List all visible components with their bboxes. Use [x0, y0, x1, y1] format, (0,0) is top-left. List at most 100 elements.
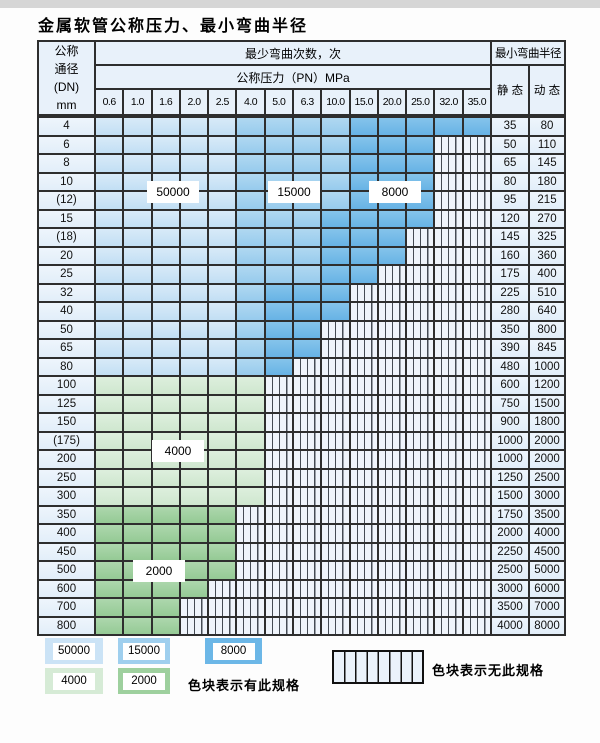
matrix-cell-32-35.0 — [463, 284, 490, 301]
matrix-cell-125-10.0 — [322, 395, 349, 412]
legend-swatch-50000: 50000 — [45, 638, 103, 664]
matrix-cell-450-35.0 — [463, 543, 490, 560]
matrix-cell-8-6.3 — [294, 155, 321, 172]
matrix-cell-40-10.0 — [322, 303, 349, 320]
matrix-cell-(12)-4.0 — [237, 192, 264, 209]
dn-cell: 800 — [39, 617, 94, 634]
matrix-cell-150-35.0 — [463, 414, 490, 431]
table-header: 公称 通径 (DN) mm 最少弯曲次数，次 最小弯曲半径 公称压力（PN）MP… — [37, 40, 566, 118]
matrix-cell-100-20.0 — [378, 377, 406, 394]
matrix-cell-6-25.0 — [407, 136, 434, 153]
dynamic-value: 2000 — [530, 451, 564, 468]
matrix-cell-4-5.0 — [265, 118, 292, 135]
matrix-cell-25-4.0 — [237, 266, 264, 283]
matrix-cell-200-0.6 — [96, 451, 123, 468]
matrix-cell-600-1.6 — [152, 580, 179, 597]
matrix-cell-65-2.0 — [180, 340, 208, 357]
matrix-cell-300-20.0 — [378, 488, 406, 505]
matrix-cell-40-5.0 — [265, 303, 292, 320]
matrix-cell-65-4.0 — [237, 340, 264, 357]
matrix-cell-700-2.0 — [180, 599, 208, 616]
legend-swatch-label: 4000 — [53, 672, 95, 690]
matrix-cell-20-15.0 — [350, 247, 377, 264]
matrix-cell-50-32.0 — [435, 321, 462, 338]
matrix-cell-125-35.0 — [463, 395, 490, 412]
matrix-cell-150-25.0 — [407, 414, 434, 431]
matrix-cell-80-10.0 — [322, 358, 349, 375]
matrix-cell-200-5.0 — [265, 451, 292, 468]
matrix-cell-(175)-2.5 — [209, 432, 236, 449]
matrix-cell-10-2.5 — [209, 173, 236, 190]
static-value: 600 — [492, 377, 528, 394]
matrix-cell-80-1.6 — [152, 358, 179, 375]
matrix-cell-25-1.6 — [152, 266, 179, 283]
matrix-cell-800-1.0 — [124, 617, 151, 634]
matrix-cell-450-1.6 — [152, 543, 179, 560]
static-value: 2500 — [492, 562, 528, 579]
matrix-cell-65-1.6 — [152, 340, 179, 357]
static-header: 静 态 — [492, 66, 528, 114]
matrix-cell-50-25.0 — [407, 321, 434, 338]
matrix-cell-40-25.0 — [407, 303, 434, 320]
matrix-cell-400-10.0 — [322, 525, 349, 542]
matrix-cell-250-15.0 — [350, 469, 377, 486]
matrix-cell-50-4.0 — [237, 321, 264, 338]
matrix-cell-150-1.6 — [152, 414, 179, 431]
dn-cell: 32 — [39, 284, 94, 301]
matrix-cell-500-0.6 — [96, 562, 123, 579]
matrix-cell-6-15.0 — [350, 136, 377, 153]
legend-swatch-label: 15000 — [123, 642, 165, 660]
matrix-cell-6-4.0 — [237, 136, 264, 153]
matrix-cell-(12)-10.0 — [322, 192, 349, 209]
matrix-cell-(18)-4.0 — [237, 229, 264, 246]
matrix-cell-8-15.0 — [350, 155, 377, 172]
matrix-cell-32-1.0 — [124, 284, 151, 301]
matrix-cell-400-25.0 — [407, 525, 434, 542]
matrix-cell-10-32.0 — [435, 173, 462, 190]
matrix-cell-600-0.6 — [96, 580, 123, 597]
matrix-cell-600-20.0 — [378, 580, 406, 597]
nominal-pressure-header: 公称压力（PN）MPa — [96, 66, 490, 88]
matrix-cell-65-2.5 — [209, 340, 236, 357]
static-value: 120 — [492, 210, 528, 227]
pressure-header-10.0: 10.0 — [322, 90, 349, 114]
dynamic-value: 2500 — [530, 469, 564, 486]
matrix-cell-4-35.0 — [463, 118, 490, 135]
dynamic-value: 1800 — [530, 414, 564, 431]
legend-no-spec-text: 色块表示无此规格 — [432, 663, 545, 678]
matrix-cell-125-32.0 — [435, 395, 462, 412]
matrix-cell-80-0.6 — [96, 358, 123, 375]
matrix-cell-350-6.3 — [294, 506, 321, 523]
matrix-cell-400-6.3 — [294, 525, 321, 542]
matrix-cell-600-5.0 — [265, 580, 292, 597]
matrix-cell-250-35.0 — [463, 469, 490, 486]
static-value: 750 — [492, 395, 528, 412]
matrix-cell-350-0.6 — [96, 506, 123, 523]
dynamic-value: 845 — [530, 340, 564, 357]
matrix-cell-600-1.0 — [124, 580, 151, 597]
matrix-cell-300-15.0 — [350, 488, 377, 505]
matrix-cell-450-10.0 — [322, 543, 349, 560]
matrix-cell-500-25.0 — [407, 562, 434, 579]
matrix-cell-450-25.0 — [407, 543, 434, 560]
matrix-cell-25-32.0 — [435, 266, 462, 283]
dn-cell: 80 — [39, 358, 94, 375]
legend-swatch-2000: 2000 — [118, 668, 170, 694]
matrix-cell-250-6.3 — [294, 469, 321, 486]
static-value: 3500 — [492, 599, 528, 616]
static-value: 160 — [492, 247, 528, 264]
matrix-cell-600-6.3 — [294, 580, 321, 597]
matrix-cell-100-6.3 — [294, 377, 321, 394]
pressure-header-20.0: 20.0 — [378, 90, 406, 114]
matrix-cell-400-20.0 — [378, 525, 406, 542]
matrix-cell-700-1.0 — [124, 599, 151, 616]
matrix-cell-125-15.0 — [350, 395, 377, 412]
matrix-cell-800-15.0 — [350, 617, 377, 634]
matrix-cell-32-25.0 — [407, 284, 434, 301]
page-title: 金属软管公称压力、最小弯曲半径 — [38, 16, 309, 35]
static-value: 480 — [492, 358, 528, 375]
matrix-cell-25-0.6 — [96, 266, 123, 283]
matrix-cell-400-1.6 — [152, 525, 179, 542]
dynamic-value: 270 — [530, 210, 564, 227]
matrix-cell-(18)-2.0 — [180, 229, 208, 246]
